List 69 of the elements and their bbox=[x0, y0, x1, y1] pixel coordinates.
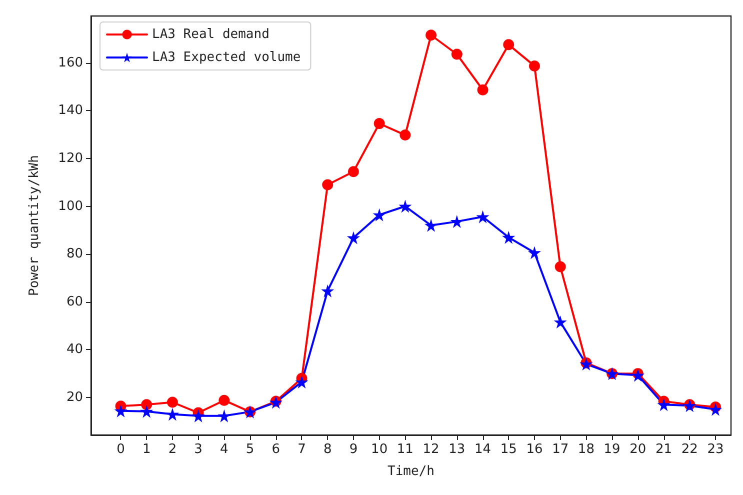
y-tick-label: 120 bbox=[58, 150, 83, 166]
x-tick-label: 9 bbox=[349, 442, 358, 457]
point bbox=[166, 408, 179, 421]
legend-label: LA3 Real demand bbox=[152, 27, 270, 42]
point bbox=[218, 394, 230, 406]
x-tick-label: 1 bbox=[142, 442, 151, 457]
point bbox=[657, 398, 670, 412]
x-tick-label: 17 bbox=[552, 442, 569, 457]
point bbox=[451, 48, 462, 60]
point bbox=[372, 208, 386, 222]
point bbox=[450, 215, 464, 228]
x-tick-label: 10 bbox=[371, 442, 388, 457]
point bbox=[426, 30, 437, 41]
y-tick-label: 100 bbox=[58, 198, 83, 214]
point bbox=[631, 368, 644, 382]
y-tick-label: 140 bbox=[58, 103, 83, 118]
x-tick-label: 13 bbox=[448, 442, 466, 457]
point bbox=[503, 39, 514, 50]
point bbox=[141, 399, 152, 410]
y-axis-title: Power quantity/kWh bbox=[27, 155, 42, 296]
x-tick-label: 6 bbox=[272, 442, 280, 457]
point bbox=[476, 210, 490, 224]
x-tick-label: 12 bbox=[422, 442, 440, 457]
point bbox=[346, 231, 360, 244]
point bbox=[400, 130, 411, 141]
point bbox=[528, 60, 540, 72]
x-tick-label: 19 bbox=[604, 442, 620, 457]
x-tick-label: 21 bbox=[655, 442, 672, 457]
point bbox=[166, 396, 178, 408]
point bbox=[295, 375, 308, 388]
point bbox=[322, 179, 334, 190]
x-tick-label: 11 bbox=[396, 442, 414, 457]
x-tick-label: 7 bbox=[298, 442, 306, 457]
point bbox=[321, 284, 334, 298]
point bbox=[477, 84, 488, 96]
point bbox=[528, 246, 541, 260]
point bbox=[554, 261, 566, 272]
y-tick-label: 160 bbox=[58, 55, 83, 70]
x-tick-label: 18 bbox=[578, 442, 594, 457]
x-tick-label: 0 bbox=[116, 442, 125, 457]
x-tick-label: 20 bbox=[630, 442, 646, 457]
point bbox=[708, 402, 722, 416]
x-tick-label: 8 bbox=[323, 442, 332, 457]
x-tick-label: 14 bbox=[474, 442, 492, 457]
y-tick-label: 20 bbox=[66, 390, 83, 405]
x-tick-label: 2 bbox=[168, 442, 177, 457]
y-tick-label: 40 bbox=[66, 342, 83, 358]
point bbox=[192, 409, 205, 422]
point bbox=[502, 230, 516, 244]
point bbox=[348, 166, 359, 178]
point bbox=[218, 409, 231, 422]
x-tick-label: 3 bbox=[194, 442, 202, 457]
x-tick-label: 4 bbox=[220, 442, 228, 457]
point bbox=[374, 118, 385, 130]
point bbox=[554, 315, 567, 328]
point bbox=[580, 358, 593, 371]
legend-label: LA3 Expected volume bbox=[152, 50, 301, 65]
point bbox=[114, 404, 128, 418]
point bbox=[424, 218, 438, 232]
point bbox=[398, 200, 412, 213]
point bbox=[140, 404, 154, 418]
x-axis-title: Time/h bbox=[388, 464, 434, 479]
x-tick-label: 15 bbox=[500, 442, 517, 457]
y-tick-label: 60 bbox=[66, 294, 83, 310]
x-tick-label: 16 bbox=[526, 442, 543, 457]
y-tick-label: 80 bbox=[66, 246, 83, 262]
x-tick-label: 22 bbox=[681, 442, 698, 457]
x-tick-label: 5 bbox=[246, 442, 254, 457]
x-tick-label: 23 bbox=[707, 442, 724, 457]
